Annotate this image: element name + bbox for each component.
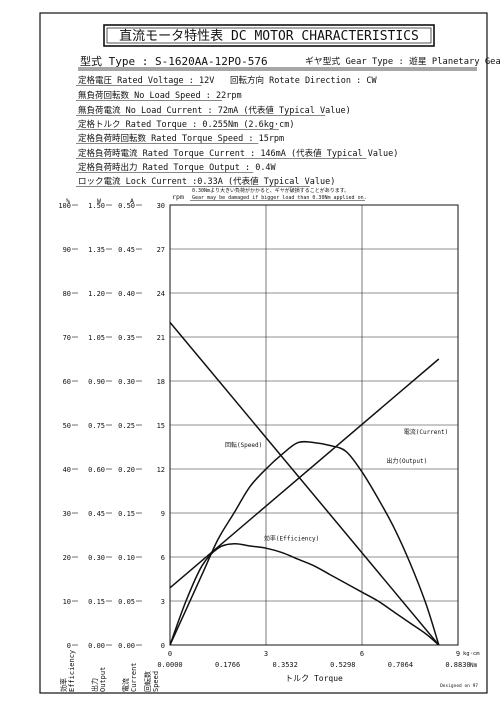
spec-line: 定格電圧 Rated Voltage : 12V [78,75,214,86]
x-tick-kgcm: 6 [360,650,364,658]
tick-label-speed: 24 [157,290,165,298]
x-tick-kgcm: 3 [264,650,268,658]
tick-label-speed: 18 [157,378,165,386]
tick-label-efficiency: 40 [63,466,71,474]
axis-title-current-en: Current [130,662,138,692]
tick-label-current: 0.40 [118,290,135,298]
tick-label-efficiency: 60 [63,378,71,386]
tick-label-output: 0.30 [88,554,105,562]
tick-label-speed: 9 [161,510,165,518]
spec-line: 定格負荷時電流 Rated Torque Current : 146mA (代表… [78,148,398,159]
tick-label-speed: 12 [157,466,165,474]
spec-line: 定格負荷時回転数 Rated Torque Speed : 15rpm [78,133,284,144]
page-title: 直流モータ特性表 DC MOTOR CHARACTERISTICS [119,29,419,44]
spec-line: ロック電流 Lock Current :0.33A (代表値 Typical V… [78,176,335,187]
spec-list: 定格電圧 Rated Voltage : 12V 無負荷回転数 No Load S… [76,75,398,187]
tick-label-efficiency: 80 [63,290,71,298]
tick-label-speed: 3 [161,598,165,606]
tick-label-speed: 27 [157,246,165,254]
tick-label-efficiency: 30 [63,510,71,518]
tick-label-output: 1.50 [88,202,105,210]
x-tick-nm: 0.1766 [215,661,240,669]
tick-label-efficiency: 50 [63,422,71,430]
tick-label-speed: 30 [157,202,165,210]
tick-label-efficiency: 10 [63,598,71,606]
tick-label-speed: 15 [157,422,165,430]
tick-label-speed: 21 [157,334,165,342]
unit-label-efficiency: % [66,197,70,205]
tick-label-current: 0.15 [118,510,135,518]
tick-label-efficiency: 70 [63,334,71,342]
tick-label-output: 1.05 [88,334,105,342]
tick-label-efficiency: 90 [63,246,71,254]
tick-label-current: 0.20 [118,466,135,474]
tick-label-output: 1.20 [88,290,105,298]
x-tick-nm: 0.5298 [330,661,355,669]
tick-label-speed: 6 [161,554,165,562]
designed-note: Designed on 97 [440,683,478,689]
warning-en: Gear may be damaged if bigger load than … [192,195,367,201]
x-axis-title: トルク Torque [285,674,343,683]
spec-line: 無負荷電流 No Load Current : 72mA (代表値 Typica… [78,105,351,116]
tick-label-output: 0.15 [88,598,105,606]
tick-label-current: 0.50 [118,202,135,210]
series-line-speed [169,321,440,646]
unit-label-output: W [97,197,101,205]
axis-title-speed-en: Speed [152,671,160,692]
axis-title-output: 出力 [90,678,99,692]
tick-label-speed: 0 [161,642,165,650]
title-box [103,24,435,47]
tick-label-efficiency: 20 [63,554,71,562]
series-label-output: 出力(Output) [386,457,427,465]
tick-label-current: 0.10 [118,554,135,562]
tick-label-current: 0.30 [118,378,135,386]
series-label-speed: 回転(Speed) [225,441,262,449]
sheet-border [39,12,488,694]
x-tick-kgcm: 0 [168,650,172,658]
x-unit-nm: Nm [470,662,478,669]
spec-line: 定格負荷時出力 Rated Torque Output : 0.4W [78,162,277,173]
rotation-direction: 回転方向 Rotate Direction : CW [230,75,377,86]
spec-line: 無負荷回転数 No Load Speed : 22rpm [78,90,242,101]
series-line-current [169,358,440,589]
x-unit-kgcm: kg·cm [463,651,480,657]
tick-label-output: 0.60 [88,466,105,474]
series-line-efficiency [169,543,440,646]
x-tick-nm: 0.0000 [157,661,182,669]
unit-label-current: A [130,197,134,205]
tick-label-current: 0.45 [118,246,135,254]
axis-title-current: 電流 [121,678,130,692]
series-label-efficiency: 効率(Efficiency) [264,534,319,542]
tick-label-output: 0.90 [88,378,105,386]
tick-label-current: 0.05 [118,598,135,606]
warning-jp: 0.30Nmより大きい負荷がかかると、ギヤが破損することがあります。 [192,187,349,194]
axis-title-output-en: Output [99,667,107,692]
tick-label-efficiency: 100 [58,202,71,210]
series-label-current: 電流(Current) [404,428,449,436]
spec-line: 定格トルク Rated Torque : 0.255Nm (2.6kg·cm) [78,119,295,130]
series-line-output [169,440,440,646]
tick-label-current: 0.25 [118,422,135,430]
tick-label-output: 0.00 [88,642,105,650]
axis-title-efficiency-en: Efficiency [68,650,76,692]
x-tick-nm: 0.3532 [273,661,298,669]
tick-label-output: 0.75 [88,422,105,430]
tick-label-output: 1.35 [88,246,105,254]
motor-chart: 1009080706050403020100%1.501.351.201.050… [58,193,480,692]
tick-label-output: 0.45 [88,510,105,518]
x-tick-nm: 0.7064 [388,661,413,669]
tick-label-efficiency: 0 [67,642,71,650]
tick-label-current: 0.35 [118,334,135,342]
tick-label-current: 0.00 [118,642,135,650]
model-line: 型式 Type : S-1620AA-12PO-576 [80,54,268,68]
axis-title-efficiency: 効率 [59,678,68,692]
x-tick-kgcm: 9 [456,650,460,658]
gear-line: ギヤ型式 Gear Type : 遊星 Planetary Gear [305,55,500,67]
axis-title-speed: 回転数 [143,671,152,692]
x-tick-nm: 0.8830 [445,661,470,669]
unit-label-speed: rpm [172,193,184,201]
